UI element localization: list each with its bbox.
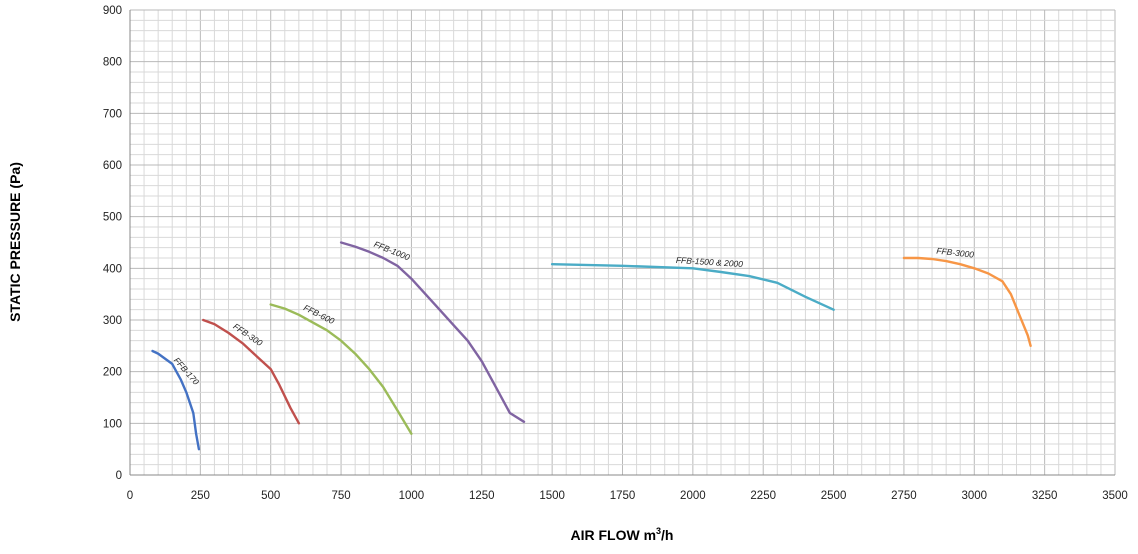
x-tick-labels: 0 250 500 750 1000 1250 1500 1750 2000 2250 2500 27…	[127, 490, 1128, 502]
series-lines	[151, 241, 1032, 451]
axes	[129, 10, 1115, 476]
series-line	[269, 303, 413, 435]
x-tick-label: 250	[191, 490, 210, 502]
series-label: FFB-1500 & 2000	[676, 255, 744, 269]
series-label: FFB-600	[302, 302, 336, 326]
x-tick-label: 500	[261, 490, 280, 502]
x-tick-label: 2750	[891, 490, 917, 502]
series-label: FFB-300	[231, 321, 264, 348]
y-axis-title: STATIC PRESSURE (Pa)	[7, 162, 23, 322]
series-line	[201, 318, 301, 425]
x-tick-label: 2500	[821, 490, 847, 502]
y-tick-label: 500	[103, 212, 122, 224]
y-tick-labels: 0 100 200 300 400 500 600 700 800 900	[103, 5, 122, 482]
x-tick-label: 1500	[539, 490, 565, 502]
x-tick-label: 3250	[1032, 490, 1058, 502]
x-tick-label: 1750	[610, 490, 636, 502]
x-axis-title-suffix: /h	[661, 527, 673, 543]
series-line	[151, 349, 201, 451]
series-label: FFB-1000	[372, 239, 411, 263]
x-axis-title-sup: 3	[656, 526, 661, 536]
y-tick-label: 400	[103, 263, 122, 275]
y-tick-label: 300	[103, 315, 122, 327]
grid	[129, 9, 1116, 476]
series-line	[550, 263, 835, 311]
x-tick-label: 0	[127, 490, 133, 502]
y-tick-label: 100	[103, 418, 122, 430]
y-tick-label: 900	[103, 5, 122, 17]
y-tick-label: 800	[103, 57, 122, 69]
x-tick-label: 1250	[469, 490, 495, 502]
x-tick-label: 2250	[750, 490, 776, 502]
x-tick-label: 3000	[961, 490, 987, 502]
y-tick-label: 600	[103, 160, 122, 172]
x-tick-label: 750	[331, 490, 350, 502]
y-tick-label: 0	[116, 470, 122, 482]
x-tick-label: 1000	[399, 490, 425, 502]
series-line	[902, 256, 1032, 347]
x-tick-label: 3500	[1102, 490, 1128, 502]
series-line	[339, 241, 526, 423]
y-tick-label: 700	[103, 108, 122, 120]
y-tick-label: 200	[103, 367, 122, 379]
x-tick-label: 2000	[680, 490, 706, 502]
series-label: FFB-3000	[936, 246, 975, 260]
x-axis-title-main: AIR FLOW m	[570, 527, 656, 543]
x-axis-title: AIR FLOW m3/h	[570, 526, 673, 543]
